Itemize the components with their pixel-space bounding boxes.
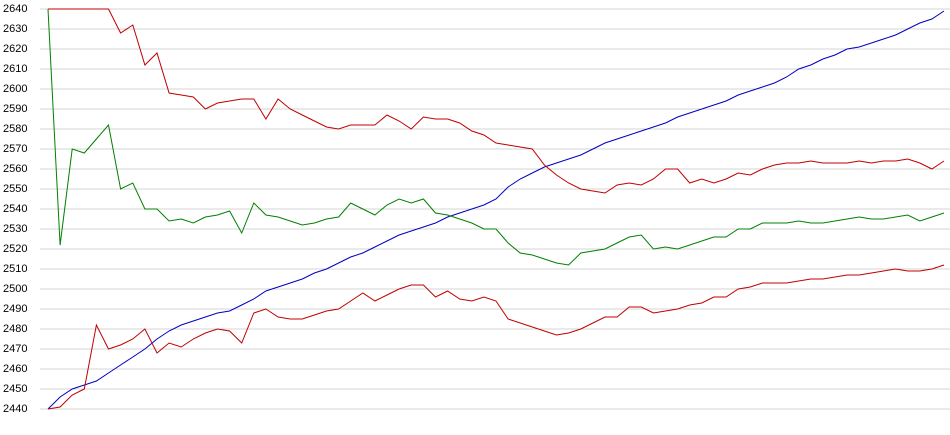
- y-tick-label: 2500: [3, 283, 27, 295]
- y-tick-label: 2590: [3, 103, 27, 115]
- y-tick-label: 2550: [3, 183, 27, 195]
- series-line: [47, 8, 945, 266]
- y-tick-label: 2490: [3, 303, 27, 315]
- y-tick-label: 2570: [3, 143, 27, 155]
- y-tick-label: 2620: [3, 43, 27, 55]
- y-tick-label: 2520: [3, 243, 27, 255]
- y-tick-label: 2580: [3, 123, 27, 135]
- y-tick-label: 2460: [3, 363, 27, 375]
- y-tick-label: 2470: [3, 343, 27, 355]
- y-tick-label: 2640: [3, 3, 27, 15]
- y-tick-label: 2480: [3, 323, 27, 335]
- y-tick-label: 2440: [3, 403, 27, 415]
- y-tick-label: 2510: [3, 263, 27, 275]
- y-tick-label: 2600: [3, 83, 27, 95]
- y-tick-label: 2610: [3, 63, 27, 75]
- y-tick-label: 2450: [3, 383, 27, 395]
- series-line: [48, 8, 945, 194]
- series-line: [47, 10, 945, 410]
- y-tick-label: 2530: [3, 223, 27, 235]
- y-tick-label: 2560: [3, 163, 27, 175]
- y-tick-label: 2630: [3, 23, 27, 35]
- series-line: [47, 264, 945, 410]
- y-tick-label: 2540: [3, 203, 27, 215]
